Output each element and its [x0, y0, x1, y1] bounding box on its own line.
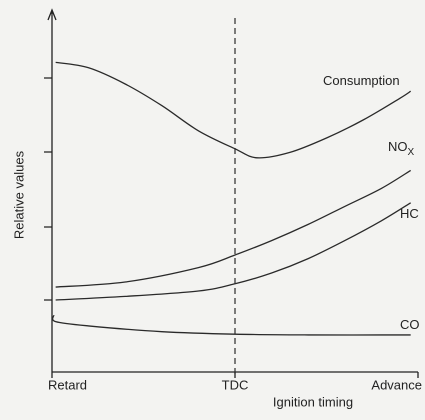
y-axis-ticks	[44, 77, 52, 301]
y-axis	[47, 8, 57, 372]
x-tick-label: Advance	[371, 377, 422, 392]
series-line	[55, 202, 412, 301]
series-label: CO	[400, 317, 420, 332]
y-axis-label: Relative values	[11, 150, 26, 239]
x-tick-label: Retard	[48, 377, 87, 392]
series-name: HC	[400, 206, 419, 221]
x-axis-label: Ignition timing	[273, 394, 353, 409]
series-line	[51, 314, 411, 336]
series-label: HC	[400, 206, 419, 221]
series-name: Consumption	[323, 73, 400, 88]
series-name: CO	[400, 317, 420, 332]
series-name: NO	[388, 139, 408, 154]
series-label: NOX	[388, 139, 415, 157]
x-tick-label: TDC	[222, 377, 249, 392]
series-line	[55, 61, 412, 159]
series-name-subscript: X	[408, 147, 415, 158]
series-line	[55, 169, 412, 288]
series-label: Consumption	[323, 73, 400, 88]
